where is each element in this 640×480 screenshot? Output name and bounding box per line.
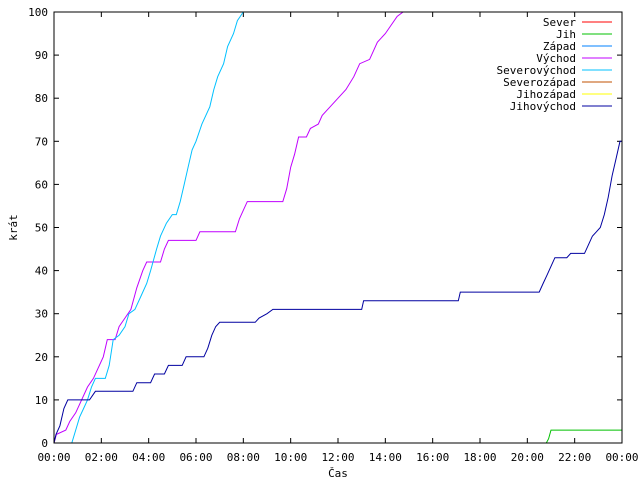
y-tick-label: 10 xyxy=(35,394,48,407)
legend-label-severozapad: Severozápad xyxy=(503,76,576,89)
x-tick-label: 22:00 xyxy=(558,451,591,464)
y-axis-ticks: 0 10 20 30 40 50 60 70 80 90 100 xyxy=(28,6,622,450)
legend-label-severovychod: Severovýchod xyxy=(497,64,576,77)
y-tick-label: 100 xyxy=(28,6,48,19)
y-tick-label: 80 xyxy=(35,92,48,105)
x-tick-label: 18:00 xyxy=(463,451,496,464)
y-tick-label: 60 xyxy=(35,178,48,191)
x-tick-label: 20:00 xyxy=(511,451,544,464)
x-tick-label: 04:00 xyxy=(132,451,165,464)
y-tick-label: 90 xyxy=(35,49,48,62)
series-line-severovychod xyxy=(54,11,244,444)
y-tick-label: 70 xyxy=(35,135,48,148)
y-tick-label: 20 xyxy=(35,351,48,364)
y-tick-label: 30 xyxy=(35,308,48,321)
series-line-jihovychod xyxy=(53,140,622,444)
x-tick-label: 00:00 xyxy=(605,451,638,464)
y-tick-label: 50 xyxy=(35,222,48,235)
legend-label-sever: Sever xyxy=(543,16,576,29)
x-tick-label: 12:00 xyxy=(321,451,354,464)
legend-label-jihovychod: Jihovýchod xyxy=(510,100,576,113)
legend-label-jih: Jih xyxy=(556,28,576,41)
y-axis-label: krát xyxy=(7,214,20,241)
x-tick-label: 14:00 xyxy=(369,451,402,464)
y-tick-label: 40 xyxy=(35,265,48,278)
series-line-vychod xyxy=(53,11,411,444)
legend: SeverJihZápadVýchodSeverovýchodSeverozáp… xyxy=(497,16,612,113)
x-tick-label: 02:00 xyxy=(85,451,118,464)
plot-frame xyxy=(53,11,623,444)
x-tick-label: 06:00 xyxy=(179,451,212,464)
legend-label-zapad: Západ xyxy=(543,40,576,53)
x-tick-label: 16:00 xyxy=(416,451,449,464)
x-tick-label: 10:00 xyxy=(274,451,307,464)
y-tick-label: 0 xyxy=(41,437,48,450)
legend-label-jihozapad: Jihozápad xyxy=(516,88,576,101)
legend-label-vychod: Východ xyxy=(536,52,576,65)
x-tick-label: 08:00 xyxy=(227,451,260,464)
x-axis-label: Čas xyxy=(328,467,348,480)
x-axis-ticks: 00:00 02:00 04:00 06:00 08:00 10:00 12:00 14:00… xyxy=(37,12,639,464)
x-tick-label: 00:00 xyxy=(37,451,70,464)
